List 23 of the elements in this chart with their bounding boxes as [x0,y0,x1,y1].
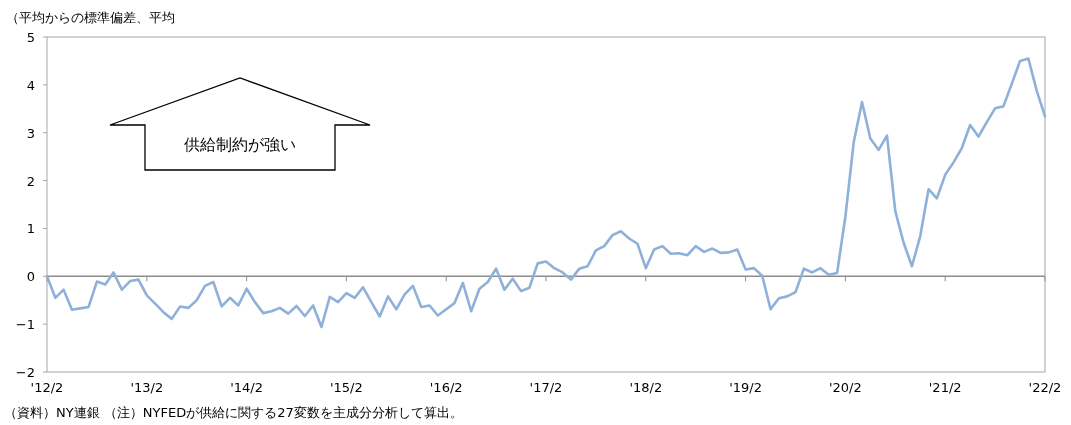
y-tick-label: 3 [26,125,35,141]
x-tick-label: '19/2 [729,380,762,395]
x-tick-label: '13/2 [130,380,164,395]
x-tick-label: '17/2 [529,380,563,395]
y-tick-label: −2 [15,365,35,380]
x-tick-label: '21/2 [928,380,962,395]
x-tick-label: '12/2 [30,380,64,395]
x-tick-label: '16/2 [429,380,463,395]
y-tick-label: 0 [26,269,35,285]
y-tick-label: 1 [26,221,35,237]
y-tick-label: 5 [26,30,35,45]
x-tick-label: '18/2 [629,380,663,395]
y-tick-label: −1 [15,317,35,333]
y-tick-label: 2 [26,173,35,189]
x-tick-label: '20/2 [829,380,862,395]
x-tick-label: '22/2 [1028,380,1062,395]
x-tick-label: '14/2 [230,380,263,395]
y-axis-title: （平均からの標準偏差、平均 [6,10,175,25]
annotation: 供給制約が強い [184,135,296,154]
x-tick-label: '15/2 [330,380,363,395]
text: （資料）NY連銀 （注）NYFEDが供給に関する27変数を主成分分析して算出。 [4,405,463,420]
y-tick-label: 4 [26,77,35,93]
line-series [45,57,1047,329]
